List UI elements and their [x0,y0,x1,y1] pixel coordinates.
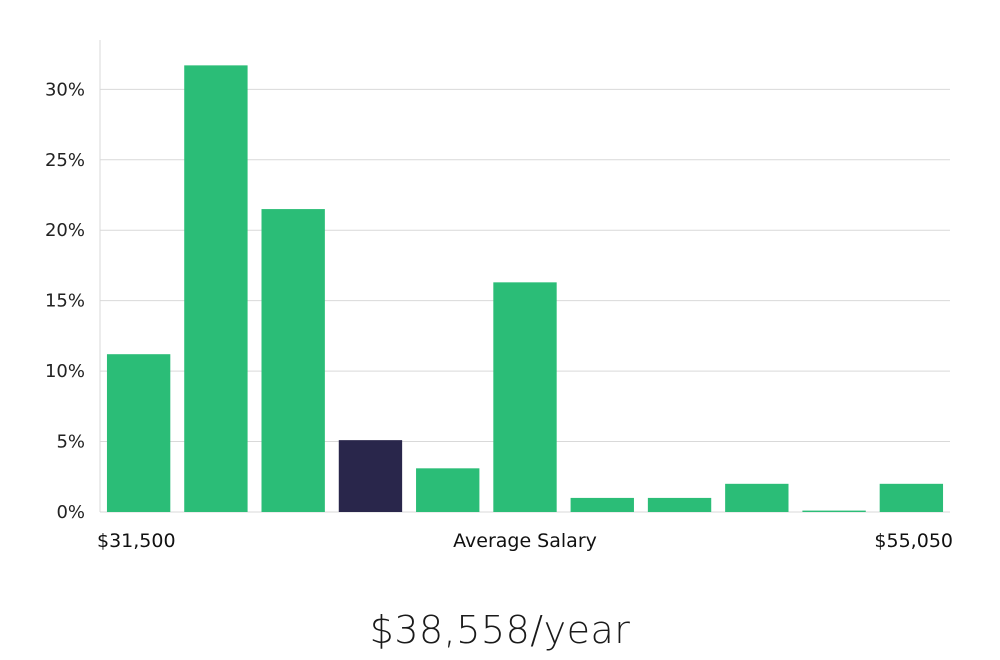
y-tick-label: 20% [45,220,85,241]
bar [647,497,712,512]
bar [879,483,944,512]
bars [106,65,944,512]
bar [725,483,789,512]
bar [184,65,248,512]
y-axis-tick-labels: 0% 5% 10% 15% 20% 25% 30% [45,79,85,523]
x-axis-title: Average Salary [453,530,597,552]
bar [802,510,866,512]
x-max-label: $55,050 [874,530,953,552]
bar [416,468,480,512]
x-min-label: $31,500 [97,530,176,552]
salary-histogram: 0% 5% 10% 15% 20% 25% 30% $31,500 Average Sala… [45,40,953,552]
y-tick-label: 30% [45,79,85,100]
y-tick-label: 0% [56,502,85,523]
y-tick-label: 25% [45,150,85,171]
y-tick-label: 10% [45,361,85,382]
y-tick-label: 5% [56,432,85,453]
bar [493,282,557,512]
bar [261,209,325,512]
x-axis-labels: $31,500 Average Salary $55,050 [97,530,953,552]
y-tick-label: 15% [45,291,85,312]
bar-highlighted [338,440,403,512]
average-salary-value: $38,558/year [369,608,631,652]
bar [570,497,634,512]
bar [106,354,171,512]
